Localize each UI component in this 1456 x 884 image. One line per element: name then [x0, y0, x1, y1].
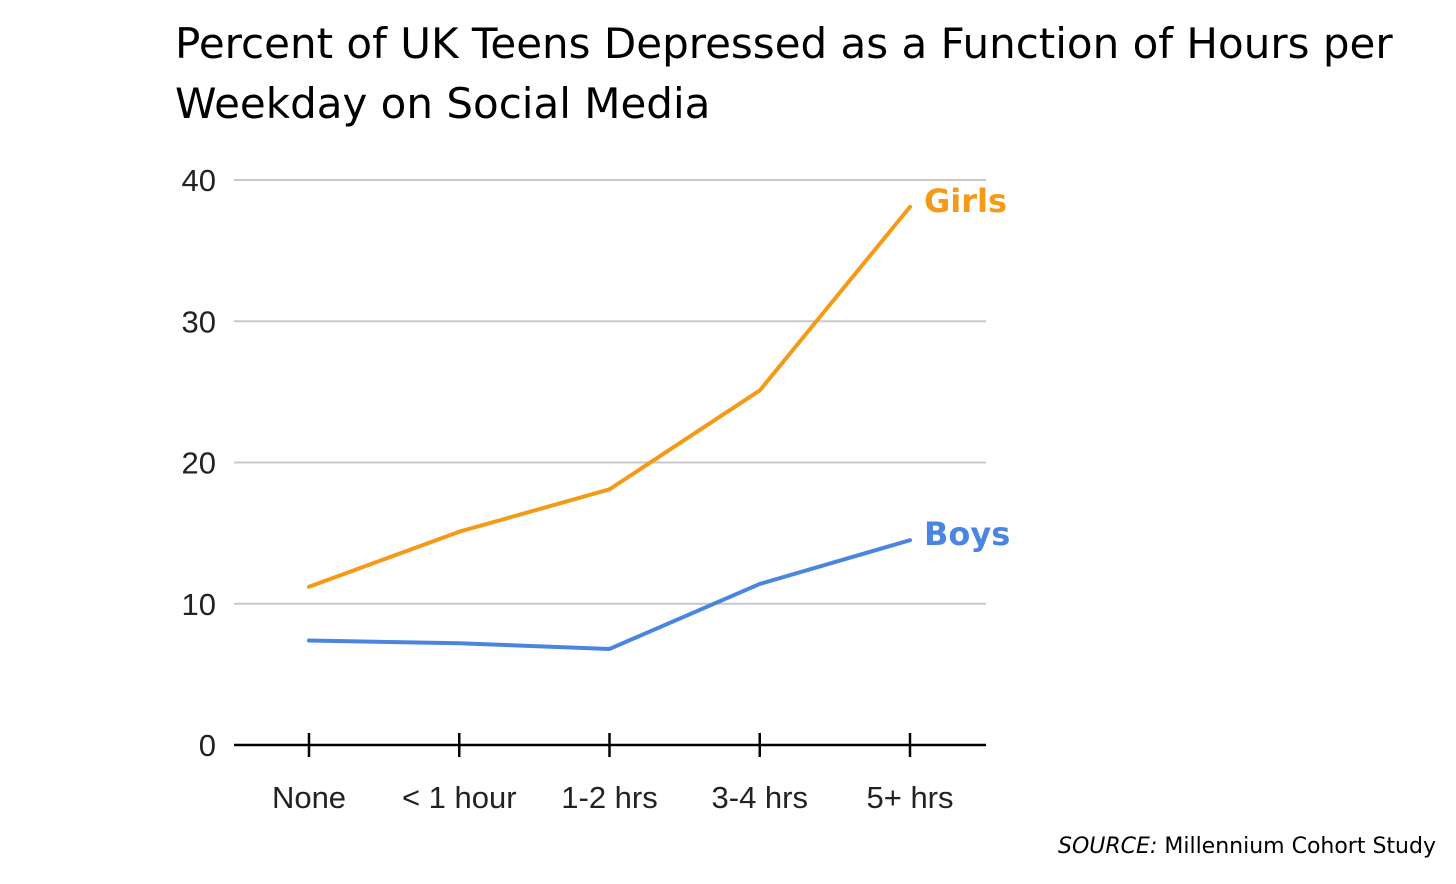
series-lines — [307, 204, 912, 651]
x-tick-label-0: None — [272, 780, 346, 815]
x-tick-label-4: 5+ hrs — [866, 780, 953, 815]
x-tick-label-3: 3-4 hrs — [712, 780, 808, 815]
x-tick-label-1: < 1 hour — [402, 780, 517, 815]
y-tick-label-0: 0 — [199, 728, 216, 763]
gridlines — [234, 179, 986, 605]
series-label-boys: Boys — [924, 515, 1010, 553]
y-tick-label-10: 10 — [182, 587, 216, 622]
x-axis-tick-labels: None < 1 hour 1-2 hrs 3-4 hrs 5+ hrs — [272, 780, 954, 815]
y-tick-label-20: 20 — [182, 446, 216, 481]
y-axis-tick-labels: 0 10 20 30 40 — [182, 163, 216, 763]
y-tick-label-40: 40 — [182, 163, 216, 198]
source-prefix: SOURCE: — [1058, 834, 1158, 859]
x-axis — [234, 733, 986, 757]
series-label-girls: Girls — [924, 182, 1007, 220]
source-text: Millennium Cohort Study — [1164, 834, 1436, 859]
series-labels: Girls Boys — [924, 182, 1010, 553]
source-note: SOURCE: Millennium Cohort Study — [1058, 834, 1436, 859]
series-line-boys — [307, 538, 912, 651]
y-tick-label-30: 30 — [182, 304, 216, 339]
chart-title: Percent of UK Teens Depressed as a Funct… — [175, 19, 1393, 128]
series-line-girls — [307, 204, 912, 589]
x-tick-label-2: 1-2 hrs — [561, 780, 657, 815]
